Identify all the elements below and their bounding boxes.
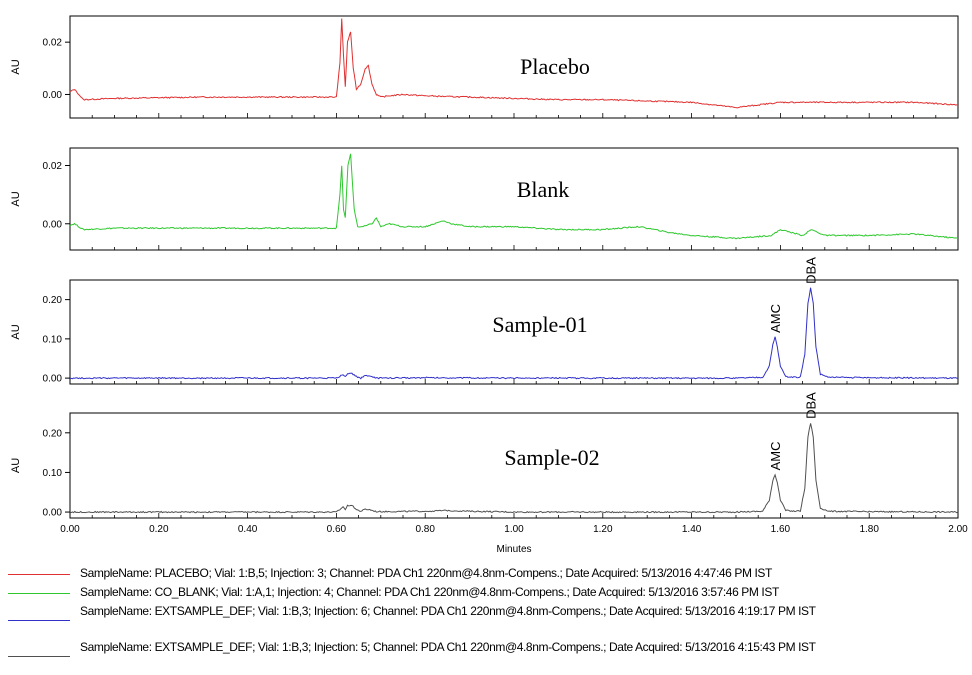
trace-placebo	[69, 18, 959, 109]
panel-title-blank: Blank	[517, 177, 570, 202]
x-tick-label: 0.00	[60, 524, 80, 535]
legend-text-sample-02: SampleName: EXTSAMPLE_DEF; Vial: 1:B,3; …	[80, 640, 816, 654]
x-tick-label: 1.80	[859, 524, 879, 535]
x-tick-label: 1.00	[504, 524, 524, 535]
y-tick-label: 0.10	[43, 334, 63, 345]
trace-sample-02	[69, 423, 959, 514]
y-tick-label: 0.10	[43, 468, 63, 479]
y-tick-label: 0.20	[43, 295, 63, 306]
peak-label-dba: DBA	[804, 392, 819, 419]
legend-swatch-sample-01	[8, 620, 70, 621]
x-tick-label: 0.20	[149, 524, 169, 535]
y-axis-label: AU	[10, 324, 22, 339]
x-tick-label: 0.60	[327, 524, 347, 535]
y-tick-label: 0.02	[43, 38, 63, 49]
x-tick-label: 0.40	[238, 524, 258, 535]
trace-blank	[69, 153, 959, 240]
x-axis: 0.00 0.20 0.40 0.60 0.80 1.00 1.20 1.40 1.60 1.80…	[60, 524, 968, 555]
legend-swatch-blank	[8, 593, 70, 594]
legend-swatch-sample-02	[8, 656, 70, 657]
x-tick-label: 0.80	[415, 524, 435, 535]
legend-swatch-placebo	[8, 574, 70, 575]
x-tick-label: 1.20	[593, 524, 613, 535]
y-axis-label: AU	[10, 458, 22, 473]
x-axis-title: Minutes	[496, 544, 531, 555]
y-axis-label: AU	[10, 59, 22, 74]
x-tick-label: 1.40	[682, 524, 702, 535]
y-tick-label: 0.00	[43, 374, 63, 385]
x-tick-label: 1.60	[771, 524, 791, 535]
panel-title-placebo: Placebo	[520, 54, 590, 79]
y-tick-label: 0.00	[43, 219, 63, 230]
panel-blank: 0.02 0.00 AU Blank	[10, 147, 959, 251]
peak-label-amc: AMC	[768, 442, 783, 471]
y-tick-label: 0.20	[43, 428, 63, 439]
y-tick-label: 0.00	[43, 508, 63, 519]
x-tick-label: 2.00	[948, 524, 968, 535]
panel-sample-02: 0.20 0.10 0.00 AU Sample-02 AMC DBA	[10, 392, 959, 519]
panel-title-sample-01: Sample-01	[492, 312, 587, 337]
legend-text-placebo: SampleName: PLACEBO; Vial: 1:B,5; Inject…	[80, 566, 772, 580]
panel-sample-01: 0.20 0.10 0.00 AU Sample-01 AMC DBA	[10, 257, 959, 385]
legend: SampleName: PLACEBO; Vial: 1:B,5; Inject…	[0, 560, 972, 675]
y-tick-label: 0.02	[43, 161, 63, 172]
peak-label-amc: AMC	[768, 304, 783, 333]
y-axis-label: AU	[10, 191, 22, 206]
trace-sample-01	[69, 287, 959, 380]
panel-title-sample-02: Sample-02	[504, 445, 599, 470]
peak-label-dba: DBA	[804, 257, 819, 284]
legend-text-sample-01: SampleName: EXTSAMPLE_DEF; Vial: 1:B,3; …	[80, 604, 816, 618]
y-tick-label: 0.00	[43, 90, 63, 101]
chromatogram-chart: 0.02 0.00 AU Placebo 0.02 0.00 AU Blank 0.20 0.10…	[10, 15, 968, 555]
legend-text-blank: SampleName: CO_BLANK; Vial: 1:A,1; Injec…	[80, 585, 779, 599]
panel-placebo: 0.02 0.00 AU Placebo	[10, 15, 959, 119]
